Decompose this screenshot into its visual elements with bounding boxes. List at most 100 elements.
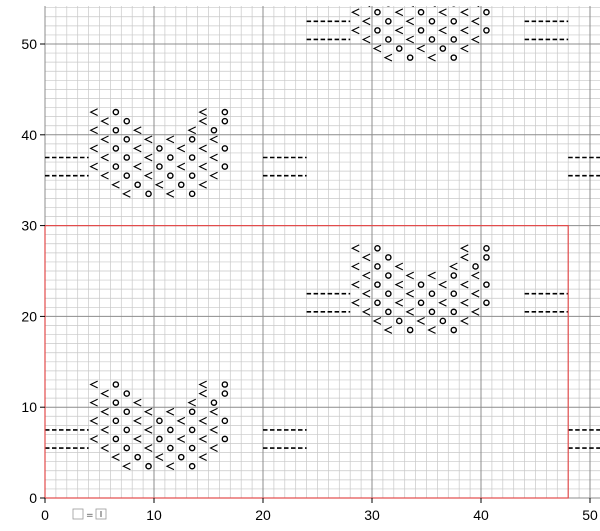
stitch-x [100, 135, 109, 144]
stitch-o [374, 8, 381, 16]
stitch-o [123, 117, 131, 125]
y-tick-label: 20 [21, 308, 37, 324]
stitch-x [143, 171, 153, 180]
stitch-x [209, 407, 218, 416]
stitch-x [198, 180, 207, 189]
stitch-o [483, 254, 490, 261]
stitch-o [374, 299, 381, 307]
stitch-o [385, 308, 392, 316]
stitch-o [483, 27, 490, 34]
motif [568, 156, 600, 177]
stitch-x [350, 262, 360, 271]
stitch-x [100, 389, 109, 398]
stitch-x [383, 326, 393, 334]
stitch-x [198, 389, 207, 398]
x-tick-label: 20 [255, 507, 271, 523]
stitch-x [209, 171, 218, 180]
stitch-x [187, 126, 196, 135]
stitch-x [143, 407, 153, 416]
stitch-o [385, 36, 392, 43]
stitch-x [438, 280, 447, 289]
stitch-o [450, 326, 458, 334]
stitch-o [417, 299, 425, 307]
stitch-x [89, 144, 98, 153]
stitch-x [100, 444, 109, 452]
stitch-x [459, 253, 469, 262]
stitch-x [416, 44, 425, 53]
stitch-x [89, 398, 98, 407]
stitch-x [405, 271, 414, 280]
stitch-x [100, 117, 109, 126]
stitch-x [209, 153, 218, 162]
stitch-o [483, 299, 490, 307]
stitch-x [394, 8, 404, 17]
stitch-o [385, 254, 392, 261]
stitch-o [450, 290, 458, 298]
stitch-x [361, 307, 371, 316]
stitch-o [177, 181, 185, 189]
stitch-x [350, 244, 360, 253]
stitch-x [165, 189, 175, 198]
stitch-x [470, 307, 480, 316]
stitch-o [167, 172, 174, 179]
stitch-o [112, 435, 120, 443]
stitch-o [156, 417, 163, 425]
stitch-x [187, 398, 196, 407]
stitch-x [459, 317, 469, 325]
stitch-x [427, 271, 436, 280]
stitch-x [209, 444, 218, 452]
stitch-x [350, 26, 360, 35]
stitch-o [210, 399, 218, 406]
stitch-o [123, 390, 131, 397]
stitch-x [459, 298, 469, 307]
stitch-o [188, 462, 196, 470]
stitch-x [89, 435, 98, 443]
stitch-o [188, 444, 196, 452]
stitch-x [459, 26, 469, 35]
y-tick-label: 10 [21, 399, 37, 415]
stitch-x [198, 435, 207, 443]
motif [45, 108, 307, 198]
stitch-o [428, 308, 436, 316]
stitch-o [134, 453, 141, 461]
stitch-x [416, 317, 425, 325]
stitch-x [89, 108, 98, 116]
stitch-x [361, 253, 371, 262]
stitch-o [188, 426, 196, 434]
stitch-x [405, 307, 414, 316]
stitch-x [470, 35, 480, 44]
stitch-o [439, 45, 447, 52]
stitch-o [156, 145, 163, 152]
y-tick-label: 50 [21, 36, 37, 52]
stitch-o [374, 244, 381, 252]
stitch-o [177, 453, 185, 461]
y-tick-label: 40 [21, 127, 37, 143]
stitch-x [470, 289, 480, 298]
stitch-x [89, 126, 98, 135]
stitch-x [438, 26, 447, 35]
stitch-x [111, 453, 120, 462]
x-tick-label: 30 [364, 507, 380, 523]
stitch-x [176, 162, 186, 171]
stitch-o [112, 126, 120, 134]
stitch-x [411, 6, 414, 8]
stitch-x [394, 280, 404, 289]
stitch-o [221, 417, 229, 425]
stitch-x [372, 44, 382, 53]
stitch-x [394, 26, 404, 35]
stitch-o [374, 263, 381, 270]
stitch-x [198, 380, 207, 389]
stitch-x [459, 280, 469, 289]
stitch-x [154, 180, 164, 189]
y-tick-label: 30 [21, 218, 37, 234]
stitch-x [394, 298, 404, 307]
x-tick-label: 50 [582, 507, 598, 523]
stitch-o [406, 326, 414, 334]
stitch-x [198, 162, 207, 171]
stitch-x [438, 298, 447, 307]
stitch-o [221, 381, 229, 388]
legend: = [72, 508, 107, 521]
legend-equals: = [86, 511, 94, 521]
stitch-o [428, 17, 436, 25]
